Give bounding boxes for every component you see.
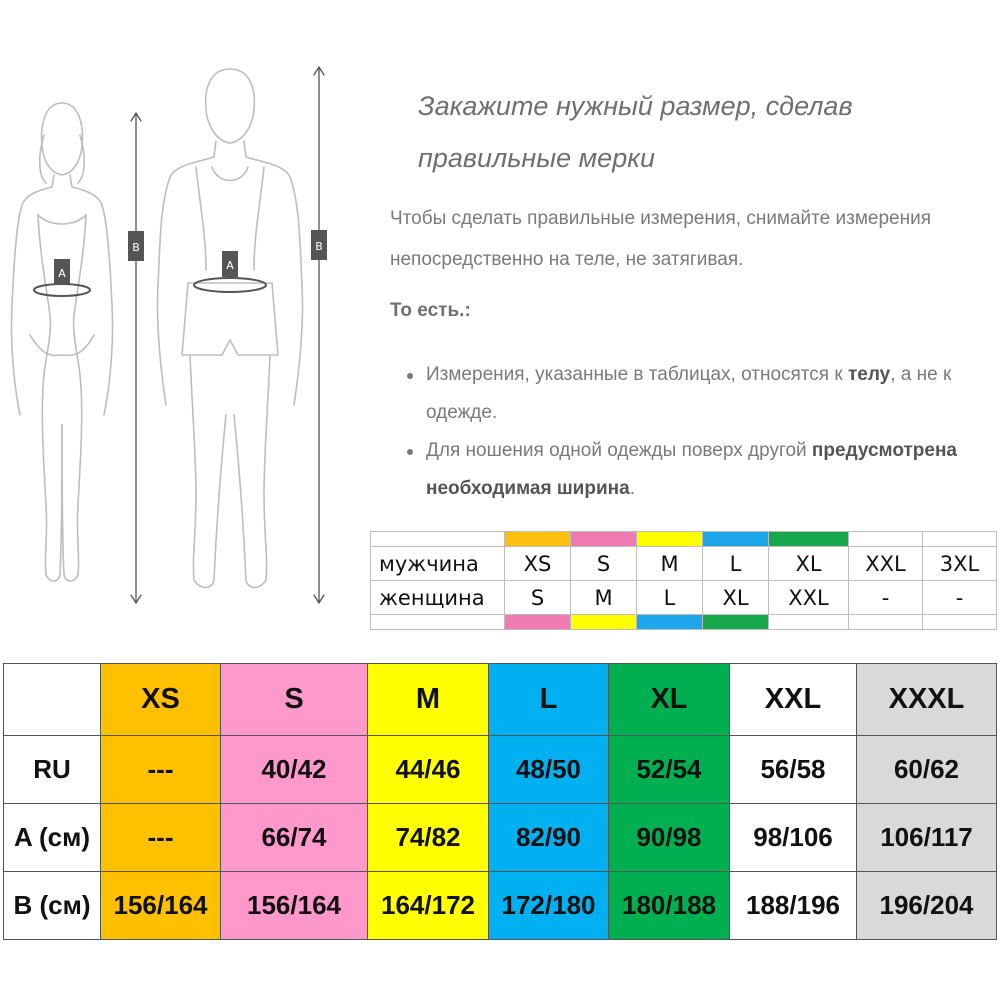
- row-label: RU: [3, 735, 101, 804]
- value-cell: 180/188: [608, 871, 730, 940]
- value-cell: 156/164: [100, 871, 221, 940]
- strip-cell: [636, 614, 703, 630]
- strip-cell: [504, 531, 571, 547]
- waist-a-row: A (см) --- 66/74 74/82 82/90 90/98 98/10…: [3, 803, 997, 872]
- men-size-cell: XXL: [848, 546, 923, 581]
- note-emphasis: предусмотрена необходимая ширина: [426, 440, 957, 499]
- men-label: мужчина: [370, 546, 505, 581]
- row-label: B (см): [3, 871, 101, 940]
- body-measurement-figures: A B A B: [10, 66, 327, 604]
- value-cell: ---: [100, 735, 221, 804]
- note-text: Измерения, указанные в таблицах, относят…: [426, 364, 848, 385]
- value-cell: 106/117: [856, 803, 997, 872]
- value-cell: 172/180: [488, 871, 609, 940]
- value-cell: 74/82: [367, 803, 489, 872]
- value-cell: 188/196: [729, 871, 857, 940]
- value-cell: ---: [100, 803, 221, 872]
- women-size-cell: XXL: [768, 580, 849, 615]
- strip-cell: [922, 614, 997, 630]
- size-header-cell: S: [220, 663, 368, 736]
- svg-text:A: A: [226, 259, 234, 272]
- size-header-cell: XXXL: [856, 663, 997, 736]
- woman-waist-marker: A: [33, 259, 91, 297]
- row-label: A (см): [3, 803, 101, 872]
- page-heading: Закажите нужный размер, сделав правильны…: [418, 91, 853, 173]
- size-header-cell: XL: [608, 663, 730, 736]
- height-b-row: B (см) 156/164 156/164 164/172 172/180 1…: [3, 871, 997, 940]
- top-color-strip: [370, 531, 997, 547]
- value-cell: 60/62: [856, 735, 997, 804]
- strip-cell: [922, 531, 997, 547]
- women-size-cell: L: [636, 580, 703, 615]
- strip-cell: [702, 531, 769, 547]
- strip-cell: [848, 531, 923, 547]
- ru-size-row: RU --- 40/42 44/46 48/50 52/54 56/58 60/…: [3, 735, 997, 804]
- value-cell: 66/74: [220, 803, 368, 872]
- size-header-cell: XXL: [729, 663, 857, 736]
- woman-figure: [10, 102, 114, 582]
- svg-text:B: B: [315, 240, 323, 253]
- bottom-color-strip: [370, 614, 997, 630]
- value-cell: 164/172: [367, 871, 489, 940]
- note-emphasis: телу: [847, 364, 891, 385]
- women-size-cell: S: [504, 580, 571, 615]
- size-header-cell: M: [367, 663, 489, 736]
- value-cell: 44/46: [367, 735, 489, 804]
- value-cell: 52/54: [608, 735, 730, 804]
- strip-cell: [636, 531, 703, 547]
- gender-size-conversion-table: мужчина XS S M L XL XXL 3XL женщина S M …: [370, 531, 997, 630]
- man-height-arrow: B: [311, 66, 327, 604]
- svg-text:B: B: [132, 241, 140, 254]
- women-size-cell: -: [848, 580, 923, 615]
- men-size-cell: XS: [504, 546, 571, 581]
- value-cell: 82/90: [488, 803, 609, 872]
- men-size-cell: L: [702, 546, 769, 581]
- strip-cell: [370, 531, 505, 547]
- note-text: .: [629, 478, 635, 499]
- strip-cell: [768, 531, 849, 547]
- size-header-row: XS S M L XL XXL XXXL: [3, 663, 997, 736]
- notes-list: Измерения, указанные в таблицах, относят…: [405, 356, 995, 508]
- man-waist-marker: A: [193, 251, 267, 293]
- size-header-cell: L: [488, 663, 609, 736]
- women-size-cell: XL: [702, 580, 769, 615]
- note-item: Для ношения одной одежды поверх другой п…: [405, 432, 995, 508]
- intro-text: Чтобы сделать правильные измерения, сним…: [390, 208, 931, 270]
- value-cell: 156/164: [220, 871, 368, 940]
- strip-cell: [504, 614, 571, 630]
- strip-cell: [570, 614, 637, 630]
- strip-cell: [768, 614, 849, 630]
- size-header-cell: XS: [100, 663, 221, 736]
- men-size-cell: 3XL: [922, 546, 997, 581]
- women-size-cell: M: [570, 580, 637, 615]
- value-cell: 196/204: [856, 871, 997, 940]
- value-cell: 98/106: [729, 803, 857, 872]
- value-cell: 40/42: [220, 735, 368, 804]
- size-chart-table: XS S M L XL XXL XXXL RU --- 40/42 44/46 …: [3, 663, 997, 940]
- man-figure: [156, 68, 304, 589]
- corner-cell: [3, 663, 101, 736]
- note-item: Измерения, указанные в таблицах, относят…: [405, 356, 995, 432]
- men-row: мужчина XS S M L XL XXL 3XL: [370, 546, 997, 581]
- value-cell: 90/98: [608, 803, 730, 872]
- note-text: , а не к одежде.: [426, 364, 952, 423]
- men-size-cell: XL: [768, 546, 849, 581]
- value-cell: 48/50: [488, 735, 609, 804]
- strip-cell: [848, 614, 923, 630]
- value-cell: 56/58: [729, 735, 857, 804]
- men-size-cell: M: [636, 546, 703, 581]
- strip-cell: [370, 614, 505, 630]
- note-text: Для ношения одной одежды поверх другой: [426, 440, 812, 461]
- women-row: женщина S M L XL XXL - -: [370, 580, 997, 615]
- women-label: женщина: [370, 580, 505, 615]
- women-size-cell: -: [922, 580, 997, 615]
- strip-cell: [702, 614, 769, 630]
- svg-text:A: A: [58, 267, 66, 280]
- strip-cell: [570, 531, 637, 547]
- woman-height-arrow: B: [128, 112, 144, 604]
- men-size-cell: S: [570, 546, 637, 581]
- subheading: То есть.:: [390, 300, 471, 321]
